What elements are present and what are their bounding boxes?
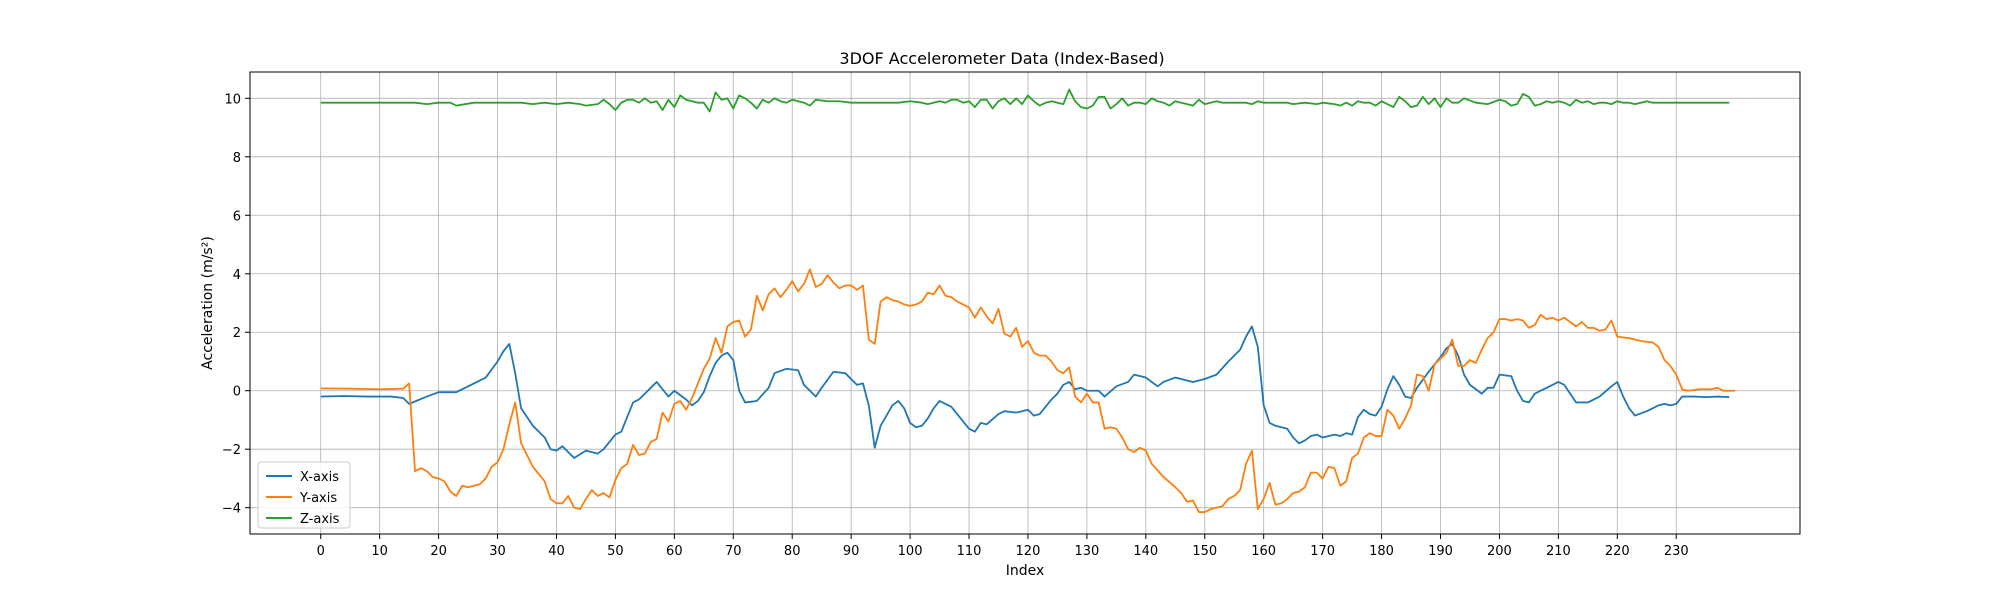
grid-lines [250,72,1800,534]
plot-area-frame [249,71,1801,535]
series-line-y-axis [320,268,1736,513]
x-axis-label: Index [1006,563,1045,579]
x-tick-label: 150 [1192,544,1217,559]
series-line-z-axis [320,88,1730,113]
x-tick-label: 200 [1487,544,1512,559]
x-tick-label: 110 [957,544,982,559]
y-tick-label: −4 [222,502,241,517]
x-tick-label: 190 [1428,544,1453,559]
x-tick-label: 40 [548,544,565,559]
legend-label-x-axis: X-axis [300,470,339,485]
x-tick-label: 0 [317,544,325,559]
y-tick-label: 4 [233,268,241,283]
chart-title: 3DOF Accelerometer Data (Index-Based) [839,49,1164,68]
x-tick-label: 220 [1605,544,1630,559]
y-tick-label: 6 [233,209,241,224]
x-tick-label: 120 [1016,544,1041,559]
x-tick-label: 90 [843,544,860,559]
x-tick-label: 160 [1251,544,1276,559]
legend-label-y-axis: Y-axis [299,491,337,506]
legend-box [257,461,351,529]
x-tick-label: 10 [371,544,388,559]
y-tick-label: 0 [233,385,241,400]
x-tick-label: 80 [784,544,801,559]
x-tick-label: 50 [607,544,624,559]
legend-label-z-axis: Z-axis [300,512,340,527]
x-tick-label: 170 [1310,544,1335,559]
x-tick-label: 70 [725,544,742,559]
x-tick-label: 210 [1546,544,1571,559]
x-tick-label: 20 [430,544,447,559]
x-tick-label: 130 [1074,544,1099,559]
chart-legend: X-axis Y-axis Z-axis [257,461,351,529]
series-line-x-axis [320,325,1730,459]
y-tick-label: 2 [233,326,241,341]
x-tick-label: 230 [1664,544,1689,559]
x-tick-label: 140 [1133,544,1158,559]
x-tick-label: 60 [666,544,683,559]
y-tick-label: −2 [222,443,241,458]
y-axis-label: Acceleration (m/s²) [200,236,216,370]
x-tick-label: 100 [898,544,923,559]
x-axis-ticks: 0 10 20 30 40 50 60 70 80 90 100 110 120 130 140 150 160… [317,534,1689,559]
series-lines [320,88,1736,513]
y-tick-label: 8 [233,151,241,166]
x-tick-label: 30 [489,544,506,559]
y-tick-label: 10 [224,92,241,107]
x-tick-label: 180 [1369,544,1394,559]
y-axis-ticks: −4 −2 0 2 4 6 8 10 [222,92,250,517]
